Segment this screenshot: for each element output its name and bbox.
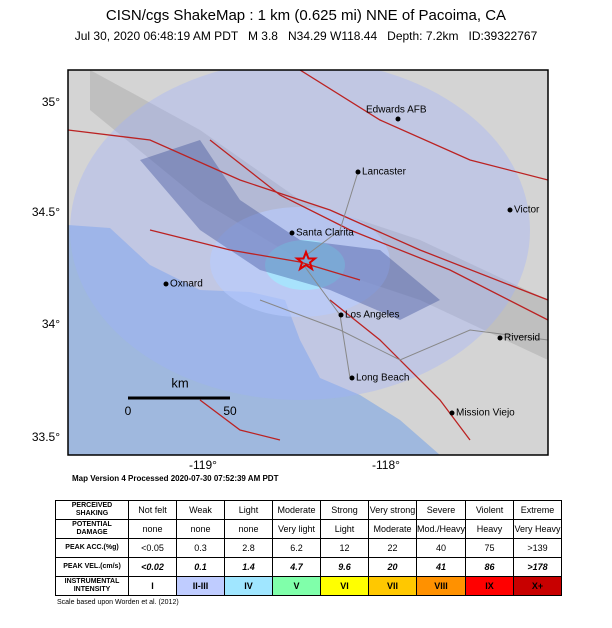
lon-label: -118° <box>372 458 400 472</box>
legend-cell: Strong <box>320 500 369 520</box>
legend-cell: Weak <box>176 500 225 520</box>
legend-cell: Moderate <box>272 500 321 520</box>
row-label: PEAK ACC.(%g) <box>55 538 129 558</box>
scale-unit: km <box>171 375 188 390</box>
legend-cell: 75 <box>465 538 515 558</box>
map-area <box>68 70 548 455</box>
row-label: PERCEIVED SHAKING <box>55 500 129 520</box>
legend-row: PERCEIVED SHAKING Not felt Weak Light Modera… <box>55 500 563 520</box>
legend-cell: Very strong <box>368 500 417 520</box>
legend-cell: Heavy <box>465 519 515 539</box>
place-dot <box>289 230 295 236</box>
legend-cell: 1.4 <box>224 557 273 577</box>
legend-cell: 4.7 <box>272 557 321 577</box>
legend-cell: 2.8 <box>224 538 273 558</box>
legend-cell: 0.3 <box>176 538 225 558</box>
scale-tick: 50 <box>223 404 237 418</box>
place-dot <box>349 375 355 381</box>
legend-cell: Extreme <box>513 500 563 520</box>
legend-cell: <0.02 <box>128 557 177 577</box>
legend-row: POTENTIAL DAMAGE none none none Very light Li… <box>55 519 563 539</box>
legend-cell: VIII <box>415 576 467 596</box>
lat-labels: 35° 34.5° 34° 33.5° <box>32 95 60 444</box>
place-label: Victor <box>514 205 540 216</box>
place-label: Oxnard <box>170 279 203 290</box>
lat-label: 34° <box>42 317 60 331</box>
legend-cell: VII <box>368 576 417 596</box>
lon-label: -119° <box>189 458 217 472</box>
footnote: Scale based upon Worden et al. (2012) <box>57 599 179 606</box>
place-dot <box>449 410 455 416</box>
legend-cell: VI <box>320 576 369 596</box>
legend-cell: II-III <box>176 576 225 596</box>
subtitle: Jul 30, 2020 06:48:19 AM PDT M 3.8 N34.2… <box>75 29 538 43</box>
scale-tick: 0 <box>125 404 132 418</box>
row-label: PEAK VEL.(cm/s) <box>55 557 129 577</box>
legend-cell: 0.1 <box>176 557 225 577</box>
legend-row: PEAK ACC.(%g) <0.05 0.3 2.8 6.2 12 22 40 75 >139 <box>55 538 563 558</box>
legend-cell: Severe <box>415 500 467 520</box>
legend-cell: Light <box>320 519 369 539</box>
legend-cell: 9.6 <box>320 557 369 577</box>
lat-label: 34.5° <box>32 205 60 219</box>
legend-cell: X+ <box>513 576 563 596</box>
legend-cell: Violent <box>465 500 515 520</box>
place-dot <box>497 335 503 341</box>
legend-cell: Very Heavy <box>513 519 563 539</box>
legend-cell: Moderate <box>368 519 417 539</box>
legend-row: PEAK VEL.(cm/s) <0.02 0.1 1.4 4.7 9.6 20 41 86 >1… <box>55 557 563 577</box>
legend-cell: Light <box>224 500 273 520</box>
place-label: Lancaster <box>362 167 407 178</box>
legend-cell: 12 <box>320 538 369 558</box>
lat-label: 35° <box>42 95 60 109</box>
map-frame <box>67 69 549 456</box>
legend-cell: Mod./Heavy <box>415 519 467 539</box>
place-dot <box>507 207 513 213</box>
legend-cell: 20 <box>368 557 417 577</box>
legend-cell: 41 <box>415 557 467 577</box>
place-label: Mission Viejo <box>456 408 515 419</box>
place-label: Los Angeles <box>345 310 400 321</box>
legend-cell: 22 <box>368 538 417 558</box>
place-dot <box>355 169 361 175</box>
legend-cell: I <box>128 576 177 596</box>
legend-cell: <0.05 <box>128 538 177 558</box>
lat-label: 33.5° <box>32 430 60 444</box>
legend-cell: Very light <box>272 519 321 539</box>
place-dot <box>395 116 401 122</box>
legend-cell: 40 <box>415 538 467 558</box>
title: CISN/cgs ShakeMap : 1 km (0.625 mi) NNE … <box>106 7 506 24</box>
legend-cell: IX <box>465 576 515 596</box>
legend-cell: >139 <box>513 538 563 558</box>
place-label: Santa Clarita <box>296 228 354 239</box>
place-dot <box>163 281 169 287</box>
epicenter <box>294 249 318 272</box>
legend-row: INSTRUMENTAL INTENSITY I II-III IV V VI VII VII… <box>55 576 563 596</box>
legend-table: PERCEIVED SHAKING Not felt Weak Light Modera… <box>55 500 563 596</box>
legend-cell: none <box>224 519 273 539</box>
place-label: Edwards AFB <box>366 105 427 116</box>
legend-cell: 6.2 <box>272 538 321 558</box>
row-label: POTENTIAL DAMAGE <box>55 519 129 539</box>
legend-cell: none <box>128 519 177 539</box>
legend-cell: V <box>272 576 321 596</box>
legend-cell: none <box>176 519 225 539</box>
place-dot <box>338 312 344 318</box>
place-label: Long Beach <box>356 373 409 384</box>
legend-cell: IV <box>224 576 273 596</box>
legend-cell: Not felt <box>128 500 177 520</box>
version: Map Version 4 Processed 2020-07-30 07:52… <box>72 474 279 483</box>
place-label: Riversid <box>504 333 540 344</box>
legend-cell: >178 <box>513 557 563 577</box>
row-label: INSTRUMENTAL INTENSITY <box>55 576 129 596</box>
places: Edwards AFB Lancaster Victor Santa Clarita O… <box>163 105 540 419</box>
legend-cell: 86 <box>465 557 515 577</box>
